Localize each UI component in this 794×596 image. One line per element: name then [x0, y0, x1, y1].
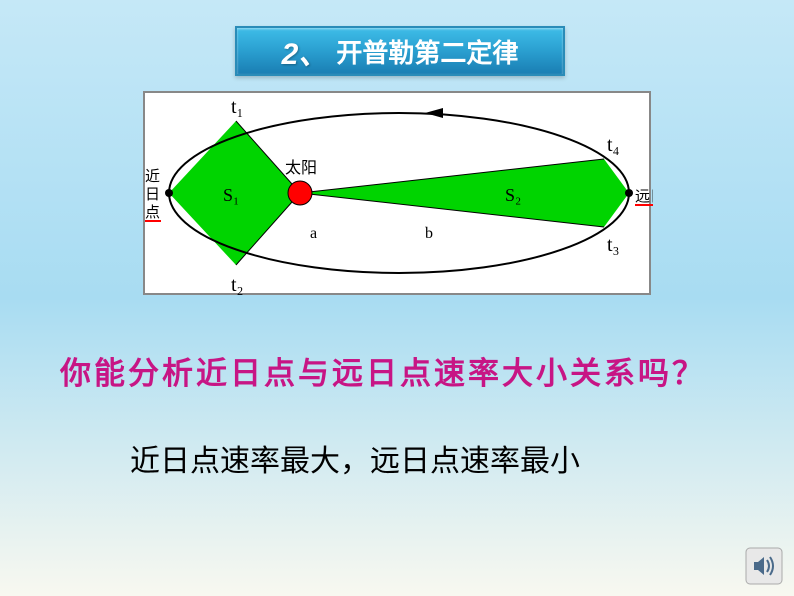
- title-number: 2、: [282, 29, 329, 73]
- svg-text:t₄: t₄: [607, 134, 620, 156]
- svg-text:a: a: [310, 225, 317, 242]
- kepler-diagram: t₁ t₂ t₃ t₄ S₁ S₂ 太阳 a b 近日点 远日点: [143, 91, 651, 295]
- svg-text:近: 近: [145, 168, 160, 185]
- svg-text:S₁: S₁: [223, 185, 239, 205]
- answer-text: 近日点速率最大，远日点速率最小: [130, 436, 580, 480]
- svg-text:太阳: 太阳: [285, 159, 317, 177]
- svg-text:远日点: 远日点: [635, 188, 653, 205]
- question-text: 你能分析近日点与远日点速率大小关系吗？: [60, 348, 740, 393]
- svg-text:点: 点: [145, 204, 160, 221]
- svg-text:b: b: [425, 225, 433, 242]
- svg-text:t₂: t₂: [231, 274, 244, 296]
- title-banner: 2、 开普勒第二定律: [235, 26, 565, 76]
- title-text: 开普勒第二定律: [336, 33, 518, 70]
- svg-text:日: 日: [145, 187, 160, 203]
- svg-text:S₂: S₂: [505, 185, 521, 205]
- svg-text:t₃: t₃: [607, 234, 620, 256]
- svg-text:t₁: t₁: [231, 96, 244, 118]
- sound-icon: [744, 546, 784, 586]
